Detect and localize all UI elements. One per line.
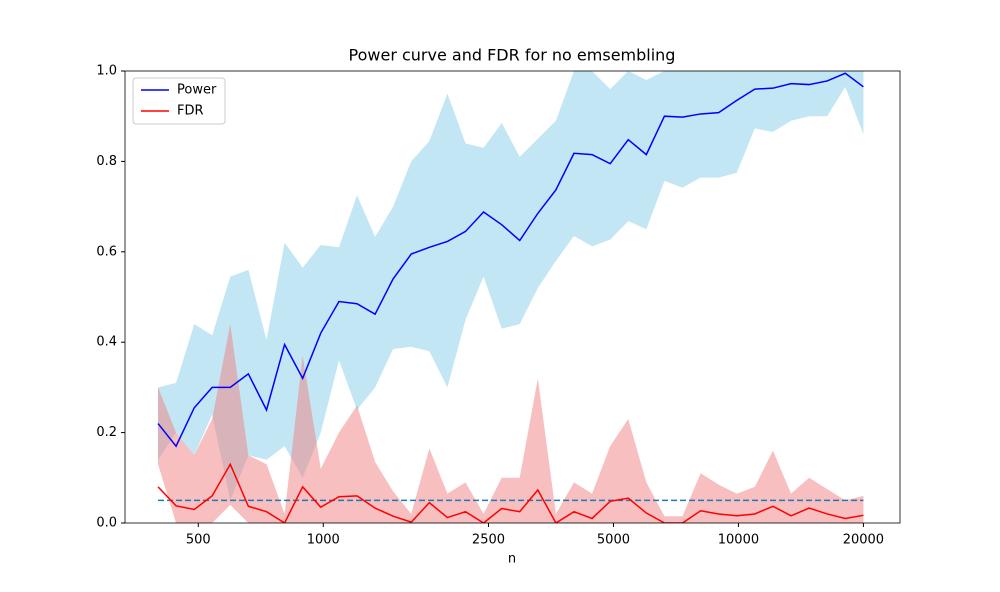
plot — [157, 71, 864, 523]
line — [157, 72, 864, 448]
x-axis-label: n — [508, 552, 516, 567]
band — [158, 324, 864, 523]
y-tick-label: 0.4 — [96, 335, 117, 350]
x-tick-label: 10000 — [718, 533, 759, 548]
legend-label: Power — [177, 83, 217, 98]
y-tick-label: 0.8 — [96, 154, 117, 169]
x-tick-label: 500 — [186, 533, 211, 548]
x-tick-label: 5000 — [597, 533, 630, 548]
x-tick-label: 2500 — [472, 533, 505, 548]
band — [158, 71, 864, 501]
y-tick-label: 0.0 — [96, 516, 117, 531]
line — [157, 462, 864, 523]
y-tick-label: 0.2 — [96, 425, 117, 440]
y-tick-label: 0.6 — [96, 244, 117, 259]
x-tick-label: 20000 — [843, 533, 884, 548]
y-tick-label: 1.0 — [96, 64, 117, 79]
chart-title: Power curve and FDR for no emsembling — [349, 46, 676, 65]
legend-label: FDR — [177, 104, 204, 119]
x-tick-label: 1000 — [307, 533, 340, 548]
plot-frame — [124, 70, 901, 524]
